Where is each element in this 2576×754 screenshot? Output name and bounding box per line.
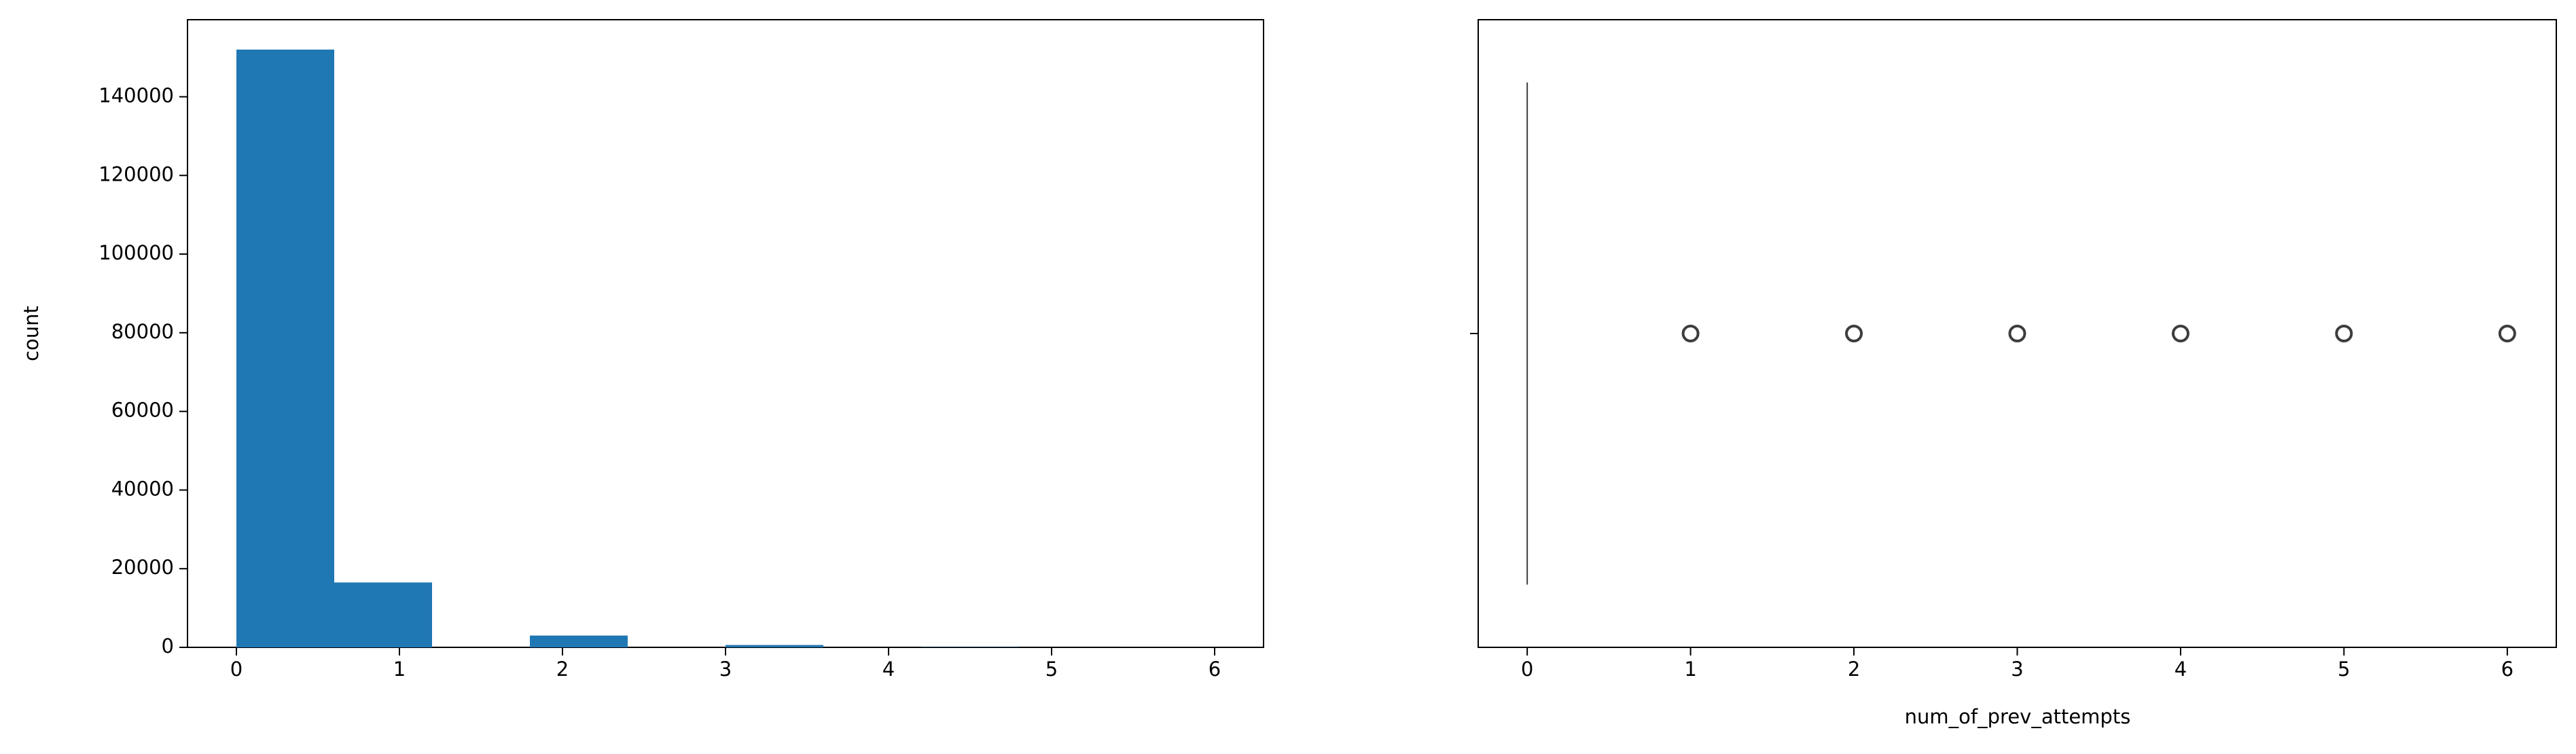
y-tick-label: 40000 — [111, 477, 174, 500]
y-axis-label: count — [20, 306, 43, 361]
y-tick-label: 140000 — [99, 84, 174, 107]
x-tick-label: 6 — [2501, 658, 2514, 681]
bar — [334, 582, 432, 647]
y-tick-label: 60000 — [111, 399, 174, 422]
outlier — [2498, 325, 2516, 342]
x-tick-label: 3 — [2011, 658, 2023, 681]
y-tick-label: 20000 — [111, 556, 174, 579]
axes-frame — [187, 19, 1264, 648]
x-tick-label: 2 — [556, 658, 569, 681]
outlier — [1681, 325, 1700, 342]
x-tick-label: 0 — [230, 658, 243, 681]
x-tick-label: 0 — [1521, 658, 1533, 681]
y-tick-label: 0 — [162, 634, 174, 658]
x-tick-label: 4 — [882, 658, 895, 681]
x-axis-label: num_of_prev_attempts — [1905, 705, 2131, 728]
y-tick-label: 80000 — [111, 320, 174, 343]
x-tick-label: 3 — [719, 658, 732, 681]
bar — [726, 645, 823, 647]
outlier — [2008, 325, 2026, 342]
x-tick-label: 1 — [393, 658, 406, 681]
x-tick-label: 2 — [1848, 658, 1860, 681]
outlier — [2335, 325, 2353, 342]
bar — [236, 50, 334, 647]
axes-frame — [1478, 19, 2557, 648]
x-tick-label: 1 — [1684, 658, 1696, 681]
outlier — [1845, 325, 1863, 342]
x-tick-label: 6 — [1209, 658, 1221, 681]
y-tick-label: 100000 — [99, 241, 174, 264]
outlier — [2171, 325, 2189, 342]
y-tick-label: 120000 — [99, 162, 174, 185]
x-tick-label: 5 — [1045, 658, 1058, 681]
bar — [530, 635, 628, 647]
x-tick-label: 5 — [2338, 658, 2350, 681]
x-tick-label: 4 — [2175, 658, 2187, 681]
